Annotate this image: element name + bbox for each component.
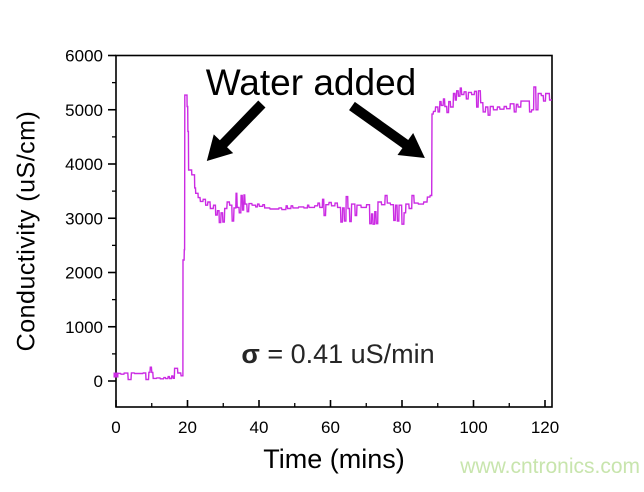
x-tick-label: 0 [111, 418, 120, 437]
plot-frame [115, 54, 553, 408]
x-tick-label: 120 [531, 418, 559, 437]
annotation-arrow-shaft [349, 101, 411, 150]
y-tick-label: 4000 [65, 155, 103, 174]
watermark-text: www.cntronics.com [460, 455, 640, 478]
y-tick-label: 1000 [65, 318, 103, 337]
annotation-arrow-head [206, 134, 234, 162]
y-tick-label: 5000 [65, 101, 103, 120]
y-tick-label: 3000 [65, 209, 103, 228]
x-tick-label: 20 [178, 418, 197, 437]
series-start-marker [113, 372, 119, 378]
x-tick-label: 60 [321, 418, 340, 437]
sigma-symbol: σ [241, 339, 260, 369]
y-axis-title: Conductivity (uS/cm) [12, 110, 41, 352]
x-tick-label: 100 [459, 418, 487, 437]
x-tick-label: 40 [250, 418, 269, 437]
annotation-arrow-shaft [217, 100, 266, 150]
y-tick-label: 0 [94, 372, 103, 391]
sigma-annotation: σ = 0.41 uS/min [241, 339, 434, 370]
y-tick-label: 6000 [65, 47, 103, 66]
annotation-arrow-head [397, 133, 425, 158]
x-axis-title: Time (mins) [263, 444, 405, 474]
y-tick-label: 2000 [65, 264, 103, 283]
x-tick-label: 80 [393, 418, 412, 437]
series-line [115, 86, 552, 381]
water-added-annotation: Water added [205, 62, 417, 103]
sigma-value-text: = 0.41 uS/min [259, 339, 435, 369]
